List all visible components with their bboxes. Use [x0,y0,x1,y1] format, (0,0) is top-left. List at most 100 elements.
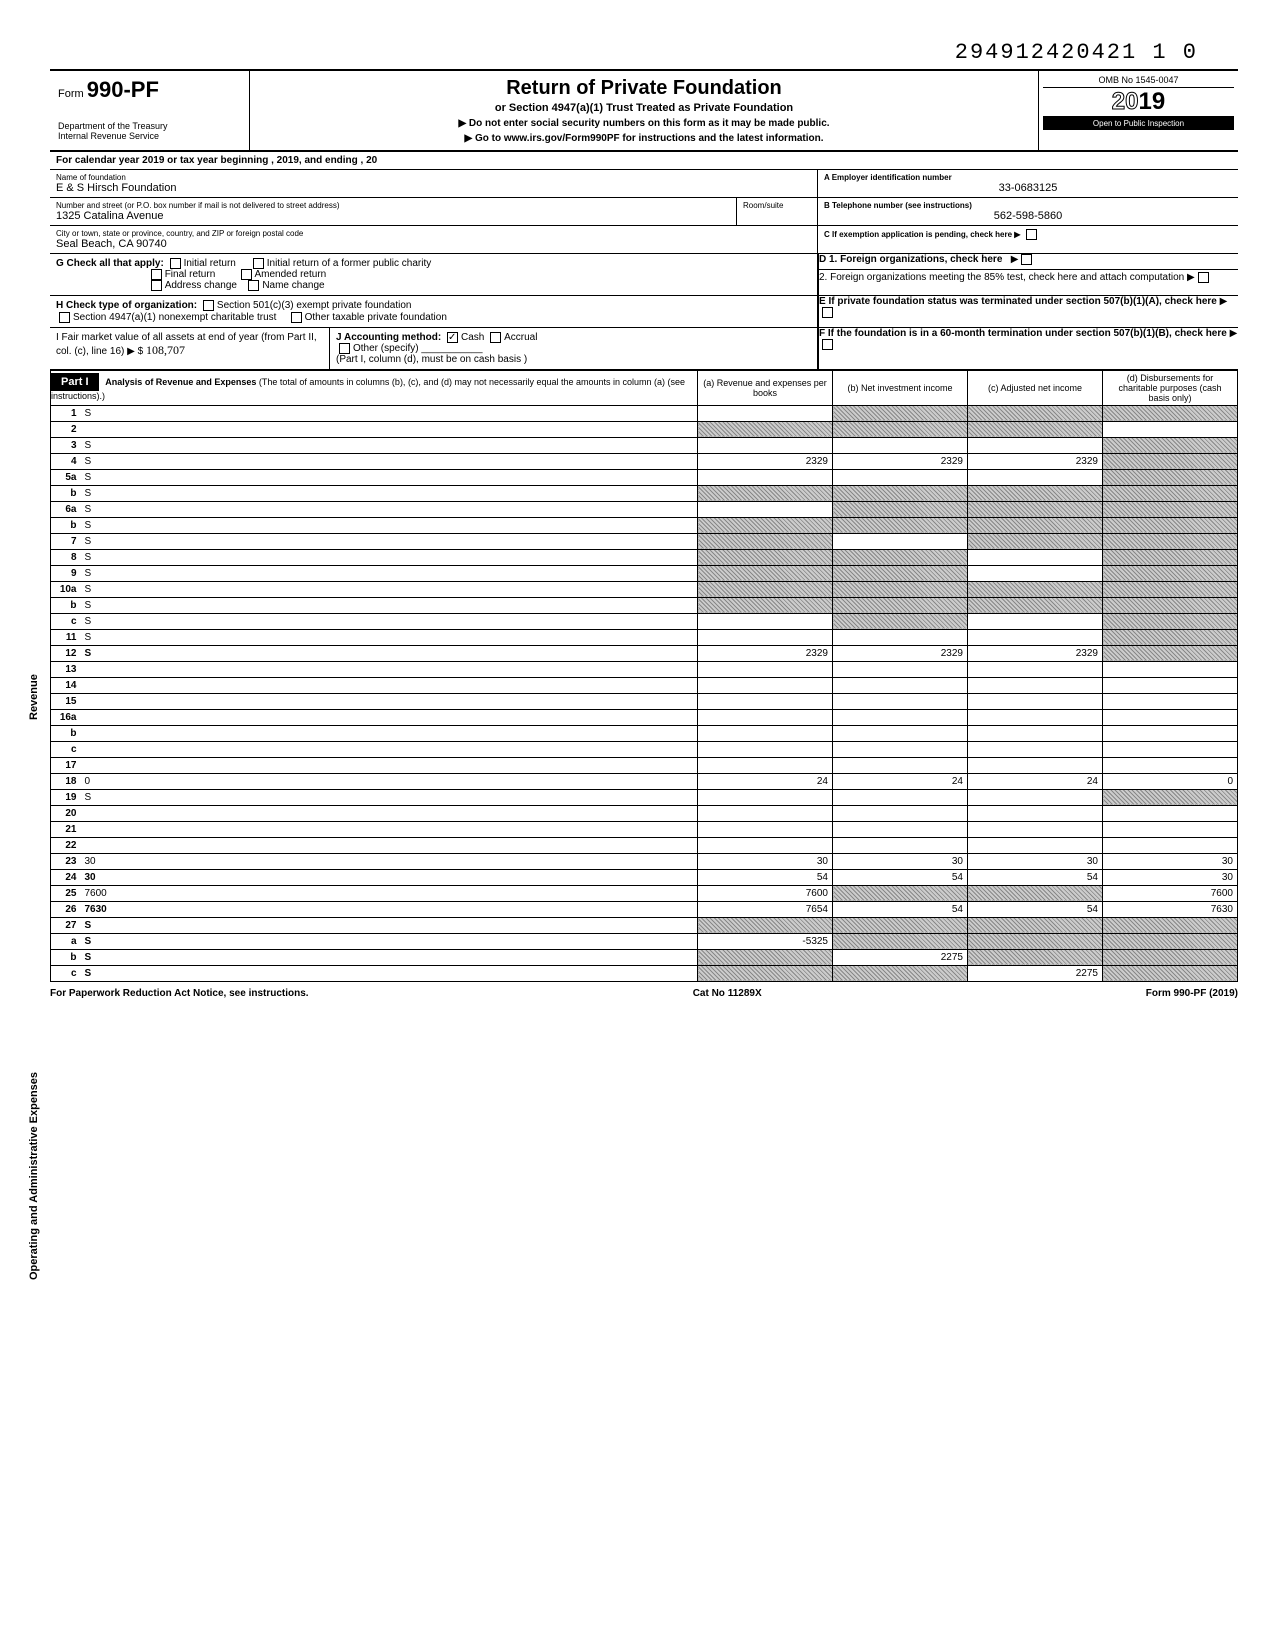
g-initial-checkbox[interactable] [170,258,181,269]
g-opt-3: Amended return [255,269,327,280]
g-final-checkbox[interactable] [151,269,162,280]
row-amount [698,949,833,965]
row-amount [698,805,833,821]
j-other-checkbox[interactable] [339,343,350,354]
row-number: 9 [51,565,81,581]
j-opt-1: Accrual [504,332,537,343]
row-amount [968,421,1103,437]
row-amount [698,597,833,613]
row-amount: 7630 [1103,901,1238,917]
table-row: 6aS [51,501,1238,517]
row-amount: 7600 [1103,885,1238,901]
j-cash-checkbox[interactable] [447,332,458,343]
row-amount: 24 [698,773,833,789]
j-opt-2: Other (specify) [353,343,419,354]
row-amount [833,501,968,517]
d2-checkbox[interactable] [1198,272,1209,283]
room-label: Room/suite [743,201,811,210]
g-opt-2: Final return [165,269,216,280]
row-amount [833,629,968,645]
row-amount [698,661,833,677]
table-row: 1802424240 [51,773,1238,789]
table-row: 22 [51,837,1238,853]
name-label: Name of foundation [56,173,811,182]
row-amount [833,549,968,565]
row-amount [698,693,833,709]
g-opt-1: Initial return of a former public charit… [267,258,432,269]
row-amount [698,917,833,933]
g-amended-checkbox[interactable] [241,269,252,280]
table-row: 16a [51,709,1238,725]
row-amount [1103,437,1238,453]
row-amount [698,629,833,645]
g-opt-5: Name change [262,280,324,291]
j-note: (Part I, column (d), must be on cash bas… [336,354,527,365]
row-amount [833,661,968,677]
j-accrual-checkbox[interactable] [490,332,501,343]
row-number: 16a [51,709,81,725]
table-row: aS-5325 [51,933,1238,949]
row-number: c [51,613,81,629]
row-amount: 7654 [698,901,833,917]
city-value: Seal Beach, CA 90740 [56,238,811,250]
row-amount [1103,501,1238,517]
row-desc [81,805,698,821]
row-amount [833,565,968,581]
e-label: E If private foundation status was termi… [819,296,1217,307]
row-amount [1103,821,1238,837]
g-former-checkbox[interactable] [253,258,264,269]
row-number: b [51,517,81,533]
row-desc: S [81,629,698,645]
d1-label: D 1. Foreign organizations, check here [819,254,1002,265]
row-amount [968,933,1103,949]
row-amount [968,693,1103,709]
row-desc [81,725,698,741]
row-amount [1103,837,1238,853]
j-opt-0: Cash [461,332,484,343]
table-row: 25760076007600 [51,885,1238,901]
expenses-side-label: Operating and Administrative Expenses [28,1072,40,1280]
row-amount [698,533,833,549]
form-note1: ▶ Do not enter social security numbers o… [256,118,1032,129]
g-label: G Check all that apply: [56,258,164,269]
row-amount: 54 [833,901,968,917]
table-row: bS [51,485,1238,501]
e-checkbox[interactable] [822,307,833,318]
row-amount [968,533,1103,549]
col-d-header: (d) Disbursements for charitable purpose… [1103,370,1238,405]
row-amount [698,821,833,837]
h-other-checkbox[interactable] [291,312,302,323]
table-row: 2 [51,421,1238,437]
table-row: 27S [51,917,1238,933]
table-row: 19S [51,789,1238,805]
g-name-checkbox[interactable] [248,280,259,291]
row-amount [1103,645,1238,661]
h-4947-checkbox[interactable] [59,312,70,323]
g-address-checkbox[interactable] [151,280,162,291]
row-amount [833,693,968,709]
c-checkbox[interactable] [1026,229,1037,240]
row-amount [833,725,968,741]
row-number: 4 [51,453,81,469]
row-amount [698,421,833,437]
h-501c3-checkbox[interactable] [203,300,214,311]
row-amount [833,933,968,949]
row-amount [968,837,1103,853]
revenue-side-label: Revenue [28,674,40,720]
row-amount: 30 [1103,853,1238,869]
addr-value: 1325 Catalina Avenue [56,210,730,222]
row-amount [1103,613,1238,629]
table-row: 5aS [51,469,1238,485]
row-amount [1103,421,1238,437]
row-amount: 54 [968,869,1103,885]
row-amount [833,469,968,485]
row-desc: 30 [81,869,698,885]
row-amount [698,565,833,581]
row-number: 19 [51,789,81,805]
f-checkbox[interactable] [822,339,833,350]
row-desc: S [81,501,698,517]
table-row: 7S [51,533,1238,549]
row-desc: S [81,453,698,469]
d1-checkbox[interactable] [1021,254,1032,265]
row-amount [1103,693,1238,709]
